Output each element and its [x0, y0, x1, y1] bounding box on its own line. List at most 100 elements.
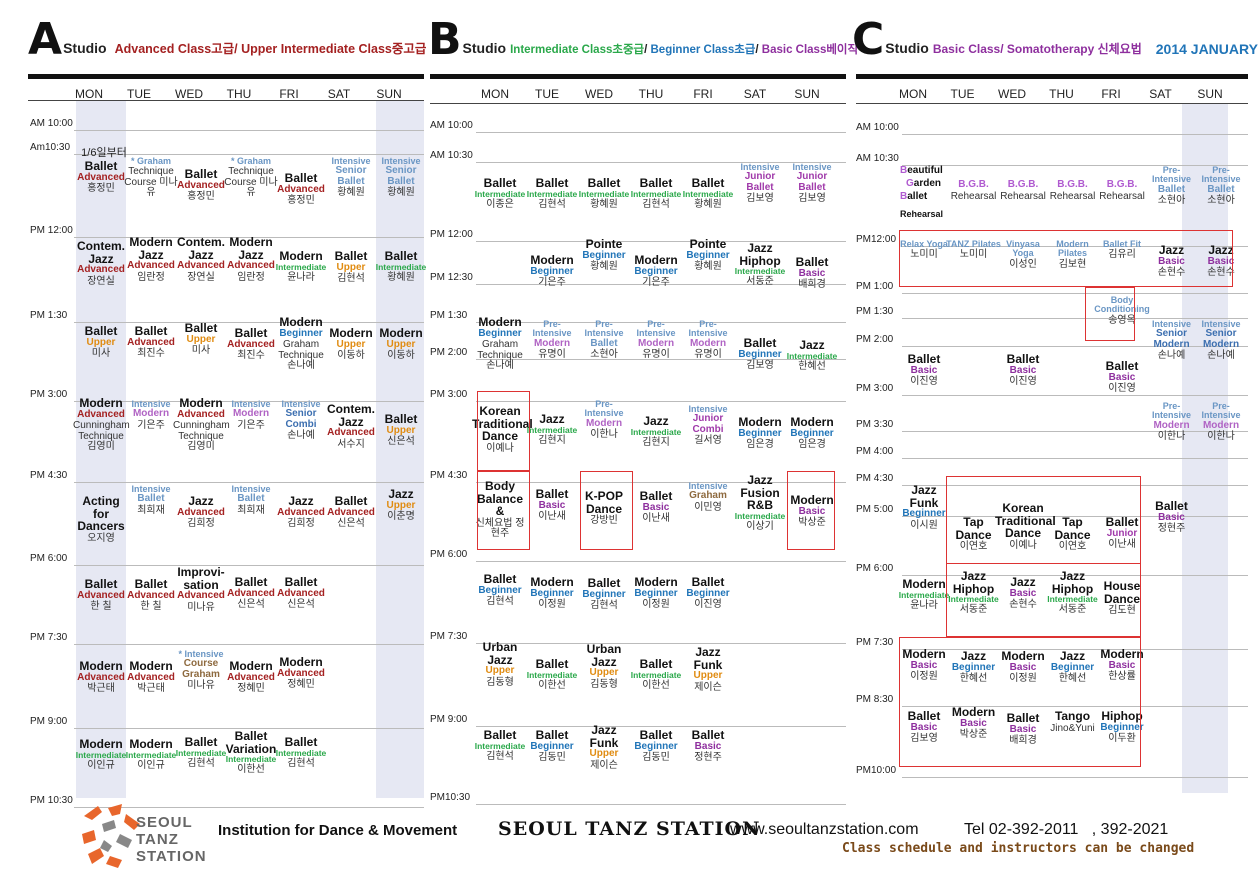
institution: Institution for Dance & Movement	[218, 822, 458, 839]
website[interactable]: www.seoultanzstation.com	[730, 821, 919, 838]
class-name: Tap Dance	[1054, 515, 1091, 542]
class-name: Ballet	[587, 576, 621, 590]
class-level: Intermediate	[630, 669, 682, 680]
day-thu: THU	[638, 87, 664, 101]
class-level: Modern	[637, 337, 675, 349]
class-instructor: 김현석	[486, 596, 514, 608]
class-name: Ballet	[691, 176, 725, 190]
class-level: Advanced	[177, 260, 225, 272]
class-level: Ballet	[590, 337, 618, 349]
time-divider	[74, 565, 424, 566]
class-level: Modern	[1202, 419, 1240, 431]
class-cell: Jazz Funk Upper 제이슨	[576, 724, 632, 771]
class-name: Ballet	[284, 575, 318, 589]
class-instructor: 신체요법 정현주	[475, 517, 525, 540]
class-name: Modern	[738, 415, 782, 429]
time-label: PM 6:00	[30, 553, 68, 564]
class-instructor: 이예나	[486, 442, 514, 454]
class-instructor: 임은경	[746, 439, 774, 451]
class-name: Ballet	[639, 657, 673, 671]
time-divider	[476, 482, 846, 483]
class-cell: Ballet Intermediate 이종은	[472, 177, 528, 210]
class-level: Beginner	[738, 348, 782, 360]
time-label: PM 6:00	[856, 563, 894, 574]
class-cell: Intensive Junior Combi 길서영	[680, 404, 736, 447]
class-cell: Ballet Advanced 홍정민	[73, 160, 129, 195]
brand: SEOUL TANZ STATION	[498, 818, 761, 840]
class-level: Senior Ballet	[385, 165, 417, 187]
class-name: Jazz	[799, 338, 825, 352]
class-instructor: 황혜원	[590, 261, 618, 273]
class-level: B.G.B.	[958, 179, 989, 190]
time-label: PM 4:30	[856, 473, 894, 484]
class-instructor: 소현아	[1157, 195, 1186, 207]
class-level: Advanced	[77, 671, 125, 683]
studio-a-dayrule	[28, 100, 424, 101]
class-instructor: 김보영	[910, 733, 938, 745]
class-cell: Ballet Upper 신은석	[373, 413, 429, 448]
class-cell: Modern Basic 박상준	[784, 494, 840, 529]
time-label: PM 2:00	[856, 334, 894, 345]
day-fri: FRI	[693, 87, 713, 101]
class-name: Intensive	[331, 156, 371, 166]
class-cell: Ballet Intermediate 김현석	[273, 736, 329, 769]
class-name: Ballet	[907, 352, 941, 366]
class-cell: Ballet Beginner 김동민	[628, 729, 684, 764]
class-name: * Graham	[230, 156, 272, 166]
class-instructor: 기은주	[137, 419, 165, 431]
class-level: Advanced	[77, 589, 125, 601]
studio-c-date: 2014 JANUARY	[1155, 41, 1258, 57]
class-instructor: 한상률	[1108, 671, 1136, 683]
class-name: Pointe	[585, 237, 623, 251]
class-cell: Ballet Beginner 김현석	[576, 577, 632, 612]
time-label: PM 10:30	[30, 795, 73, 806]
class-name: Modern	[279, 249, 323, 263]
class-cell: Modern Intermediate 윤나라	[896, 578, 952, 611]
time-divider	[902, 134, 1248, 135]
class-instructor: 소현아	[590, 349, 618, 361]
class-instructor: 이진영	[1108, 383, 1136, 395]
class-cell: Acting for Dancers 오지영	[73, 495, 129, 544]
class-instructor: 이시원	[910, 519, 938, 531]
class-name: Modern	[129, 659, 173, 673]
time-label: AM 10:00	[30, 118, 73, 129]
class-instructor: 이춘명	[387, 511, 415, 523]
class-level: Basic	[1009, 661, 1037, 673]
time-divider	[74, 322, 424, 323]
class-level: Modern	[232, 408, 270, 420]
class-instructor: 손현수	[1207, 267, 1235, 279]
studio-a-sun-shade	[376, 100, 424, 798]
studio-c-rule	[856, 74, 1248, 79]
class-cell: Modern Upper 이동하	[323, 327, 379, 362]
class-name: Modern	[279, 315, 323, 329]
class-level: Intermediate	[474, 188, 526, 199]
class-instructor: 이동하	[387, 350, 415, 362]
class-level: Senior Combi	[285, 408, 317, 430]
time-divider	[476, 726, 846, 727]
class-instructor: Jino&Yuni	[1050, 722, 1095, 734]
class-instructor: 기은주	[642, 277, 670, 289]
class-instructor: 이한나	[1207, 431, 1235, 443]
time-label: PM 6:00	[430, 549, 468, 560]
class-cell: Ballet Intermediate 김현석	[524, 177, 580, 210]
box-c-row2	[946, 476, 1141, 564]
class-cell: Modern Beginner Graham Technique 손나예	[472, 316, 528, 372]
class-level: Intermediate	[1047, 594, 1098, 605]
class-cell: Pointe Beginner 황혜원	[576, 238, 632, 273]
class-instructor: Graham Technique 손나예	[278, 339, 324, 372]
class-name: Body Conditioning	[1094, 295, 1150, 315]
class-cell: B.G.B. Rehearsal	[946, 179, 1002, 202]
time-divider	[902, 706, 1248, 707]
day-thu: THU	[1049, 87, 1074, 101]
class-cell: Jazz Advanced 김희정	[173, 495, 229, 530]
class-cell: Ballet Advanced 신은석	[273, 576, 329, 611]
class-instructor: Rehearsal	[1099, 190, 1145, 202]
class-cell: Modern Beginner 기은주	[628, 254, 684, 289]
class-name: Modern	[279, 655, 323, 669]
class-cell: Modern Jazz Advanced 임란정	[123, 236, 179, 283]
logo-mark-icon	[82, 804, 140, 868]
time-divider	[476, 401, 846, 402]
class-name: Jazz	[388, 487, 414, 501]
class-name: Jazz	[288, 494, 314, 508]
time-divider	[476, 804, 846, 805]
